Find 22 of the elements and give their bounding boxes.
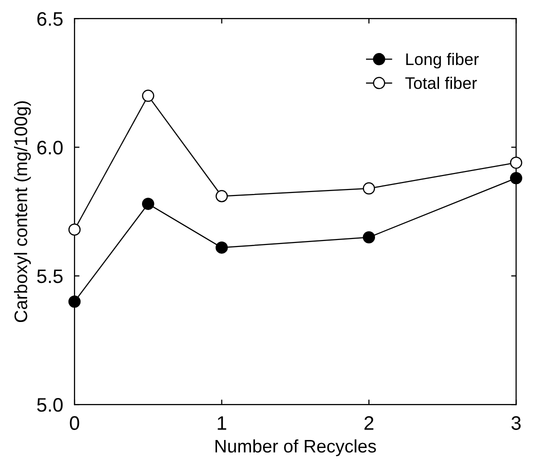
legend-label: Long fiber: [406, 52, 479, 68]
point: [68, 223, 81, 236]
y-tick-label: 6.5: [37, 12, 63, 26]
y-axis-title: Carboxyl content (mg/100g): [14, 101, 31, 322]
x-tick-label: 1: [218, 416, 226, 430]
point: [216, 190, 228, 202]
point: [216, 241, 228, 254]
point: [68, 296, 81, 308]
point: [142, 90, 154, 102]
point: [510, 156, 522, 169]
legend-label: Total fiber: [405, 76, 477, 90]
x-tick-label: 0: [70, 416, 80, 430]
point: [362, 231, 376, 244]
y-tick-label: 6.0: [37, 140, 63, 154]
point: [510, 172, 522, 184]
y-tick-label: 5.5: [37, 270, 63, 284]
point: [142, 198, 154, 210]
x-axis-title: Number of Recycles: [216, 439, 376, 456]
x-tick-label: 3: [511, 416, 521, 430]
point: [362, 182, 376, 195]
x-tick-label: 2: [364, 416, 374, 430]
y-tick-label: 5.0: [37, 398, 63, 412]
